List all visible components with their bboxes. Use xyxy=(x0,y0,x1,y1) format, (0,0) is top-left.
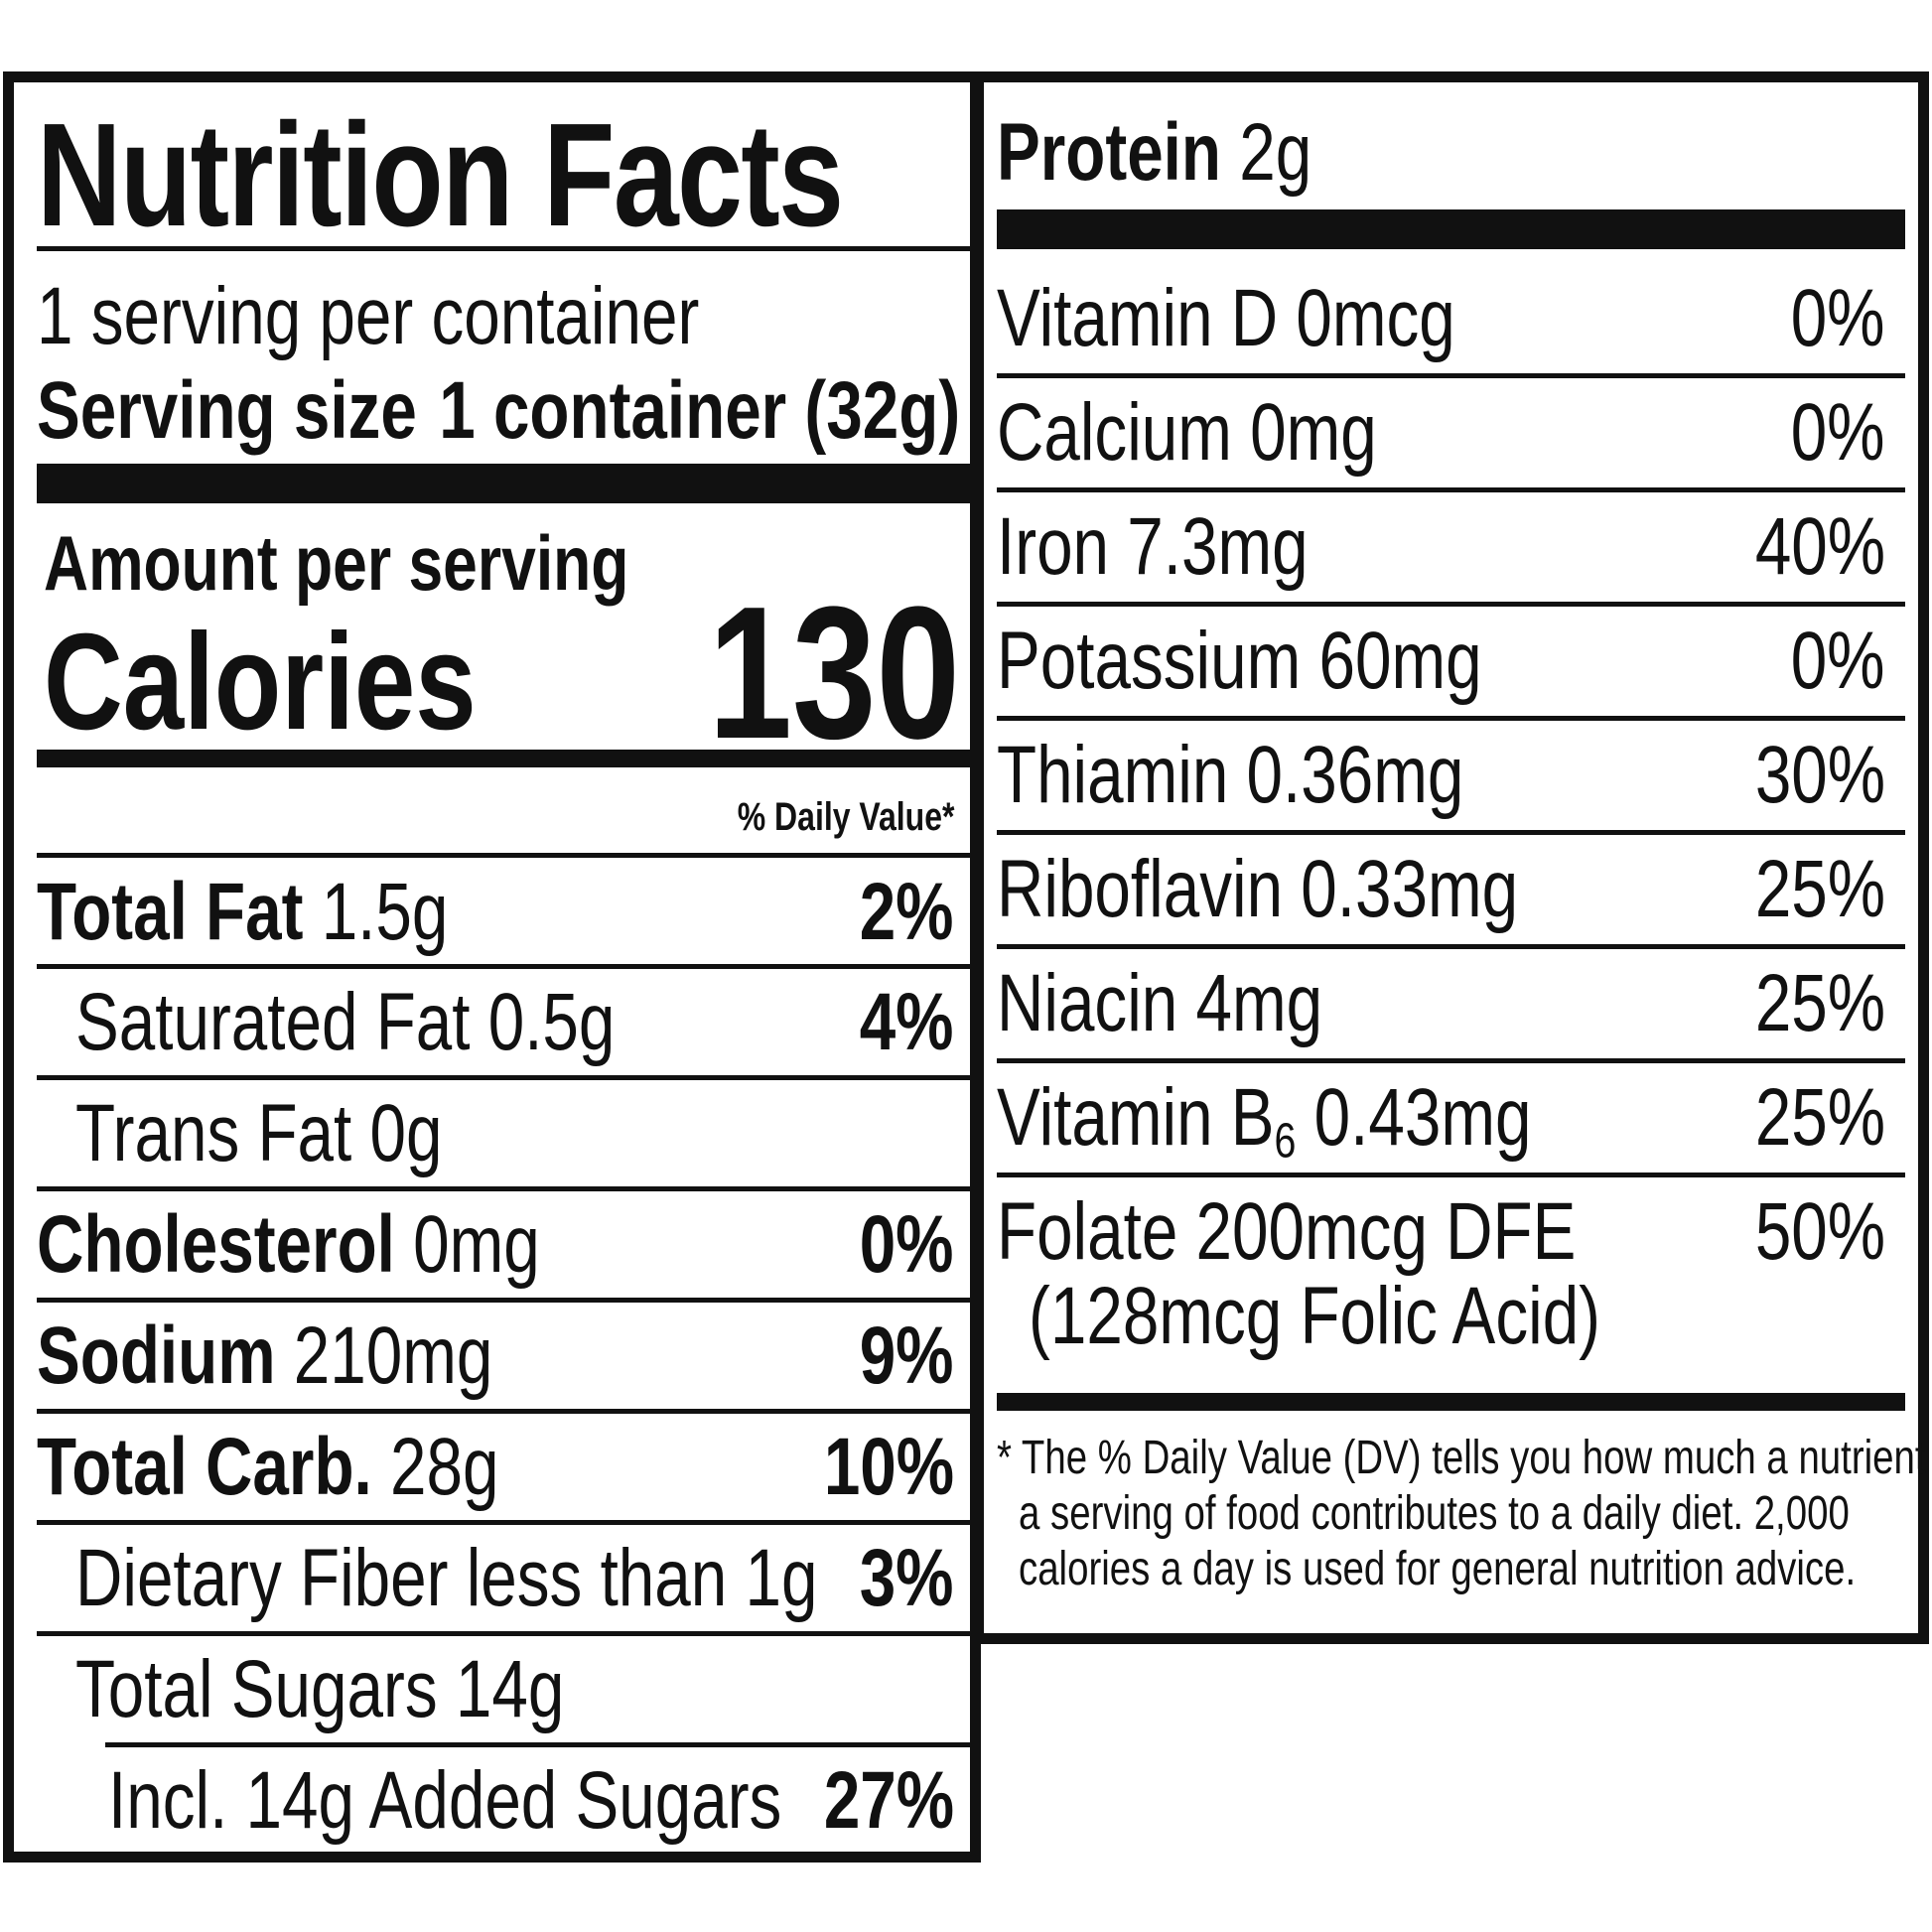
divider xyxy=(105,1742,970,1747)
divider xyxy=(37,1631,970,1636)
nutrient-name: Dietary Fiber less than xyxy=(75,1533,728,1623)
nutrient-amount: 0.5g xyxy=(487,977,616,1067)
calories-value: 130 xyxy=(708,568,960,778)
vitamin-dv: 0% xyxy=(1791,387,1885,478)
nutrition-facts-left-panel: Nutrition Facts 1 serving per container … xyxy=(3,71,981,1863)
vitamin-dv: 25% xyxy=(1754,958,1885,1048)
vitamin-dv: 50% xyxy=(1754,1186,1885,1277)
vitamin-dv: 0% xyxy=(1791,273,1885,363)
footnote-line-1: * The % Daily Value (DV) tells you how m… xyxy=(997,1432,1932,1484)
daily-value-header: % Daily Value* xyxy=(737,795,954,839)
nutrient-amount: 1g xyxy=(745,1533,818,1623)
nutrient-dv: 3% xyxy=(860,1533,954,1623)
protein-row: Protein 2g xyxy=(997,112,1311,194)
vitamin-row-riboflavin: Riboflavin 0.33mg xyxy=(997,844,1519,934)
divider xyxy=(37,1409,970,1414)
nutrient-amount: 2g xyxy=(1239,107,1312,198)
amount-per-serving: Amount per serving xyxy=(44,519,629,607)
vitamin-row-potassium: Potassium 60mg xyxy=(997,616,1482,706)
panel-title: Nutrition Facts xyxy=(37,93,844,257)
vitamin-row-thiamin: Thiamin 0.36mg xyxy=(997,730,1464,820)
vitamin-dv: 40% xyxy=(1754,501,1885,592)
nutrient-name: Cholesterol xyxy=(37,1199,395,1290)
nutrient-amount: 14g xyxy=(455,1644,565,1734)
vitamin-dv: 25% xyxy=(1754,844,1885,934)
divider xyxy=(37,246,970,251)
nutrient-name: Total Carb. xyxy=(37,1422,372,1512)
nutrition-facts-right-panel: Protein 2g Vitamin D 0mcg 0% Calcium 0mg… xyxy=(973,71,1932,1644)
divider xyxy=(997,944,1905,949)
divider xyxy=(997,830,1905,835)
vitamin-name: Vitamin B xyxy=(997,1072,1275,1163)
divider xyxy=(997,1173,1905,1177)
vitamin-dv: 25% xyxy=(1754,1072,1885,1163)
nutrient-dv: 0% xyxy=(860,1199,954,1290)
divider xyxy=(37,1298,970,1303)
footnote-line-2: a serving of food contributes to a daily… xyxy=(1019,1487,1850,1540)
vitamin-dv: 0% xyxy=(1791,616,1885,706)
nutrient-row-total-carb: Total Carb. 28g xyxy=(37,1427,498,1508)
thick-divider xyxy=(37,464,970,503)
thick-divider xyxy=(997,209,1905,249)
divider xyxy=(37,1186,970,1191)
divider xyxy=(997,373,1905,378)
nutrient-row-cholesterol: Cholesterol 0mg xyxy=(37,1204,540,1286)
nutrient-row-added-sugars: Incl. 14g Added Sugars xyxy=(108,1755,782,1846)
medium-divider xyxy=(37,750,970,767)
nutrient-name: Sodium xyxy=(37,1311,276,1401)
nutrient-row-saturated-fat: Saturated Fat 0.5g xyxy=(75,982,615,1063)
vitamin-dv: 30% xyxy=(1754,730,1885,820)
nutrient-amount: 28g xyxy=(389,1422,499,1512)
vitamin-row-vitamin-d: Vitamin D 0mcg xyxy=(997,273,1455,363)
nutrient-amount: 1.5g xyxy=(321,867,449,957)
vitamin-subscript: 6 xyxy=(1274,1113,1297,1169)
vitamin-row-vitamin-b6: Vitamin B6 0.43mg xyxy=(997,1077,1531,1166)
serving-size-label: Serving size xyxy=(37,365,417,456)
nutrient-row-total-sugars: Total Sugars 14g xyxy=(75,1649,564,1730)
nutrient-row-total-fat: Total Fat 1.5g xyxy=(37,872,448,953)
vitamin-row-niacin: Niacin 4mg xyxy=(997,958,1323,1048)
divider xyxy=(37,1075,970,1080)
footnote-line-3: calories a day is used for general nutri… xyxy=(1019,1543,1857,1595)
calories-label: Calories xyxy=(44,606,477,759)
nutrient-amount: 210mg xyxy=(293,1311,493,1401)
vitamin-amount: 0.43mg xyxy=(1296,1072,1532,1163)
servings-per-container: 1 serving per container xyxy=(37,271,700,361)
nutrient-row-trans-fat: Trans Fat 0g xyxy=(75,1093,442,1174)
medium-divider xyxy=(997,1393,1905,1411)
nutrient-name: Total Sugars xyxy=(75,1644,438,1734)
nutrient-amount: 0mg xyxy=(413,1199,540,1290)
nutrient-dv: 10% xyxy=(823,1422,954,1512)
nutrient-row-sodium: Sodium 210mg xyxy=(37,1315,492,1397)
divider xyxy=(997,716,1905,721)
nutrient-dv: 9% xyxy=(860,1311,954,1401)
nutrient-row-dietary-fiber: Dietary Fiber less than 1g xyxy=(75,1538,817,1619)
divider xyxy=(997,487,1905,492)
nutrient-name: Saturated Fat xyxy=(75,977,471,1067)
nutrient-name: Trans Fat xyxy=(75,1088,352,1178)
vitamin-row-calcium: Calcium 0mg xyxy=(997,387,1377,478)
nutrient-dv: 2% xyxy=(860,867,954,957)
divider xyxy=(997,602,1905,607)
vitamin-row-iron: Iron 7.3mg xyxy=(997,501,1309,592)
nutrient-amount: 0g xyxy=(369,1088,443,1178)
divider xyxy=(37,964,970,969)
nutrient-dv: 4% xyxy=(860,977,954,1067)
serving-size-value: 1 container (32g) xyxy=(439,365,960,456)
divider xyxy=(997,1058,1905,1063)
nutrient-dv: 27% xyxy=(823,1755,954,1846)
nutrient-name: Protein xyxy=(997,107,1221,198)
vitamin-row-folate: Folate 200mcg DFE xyxy=(997,1186,1577,1277)
divider xyxy=(37,853,970,858)
divider xyxy=(37,1520,970,1525)
vitamin-row-folic-acid: (128mcg Folic Acid) xyxy=(1029,1271,1601,1361)
nutrient-name: Total Fat xyxy=(37,867,304,957)
